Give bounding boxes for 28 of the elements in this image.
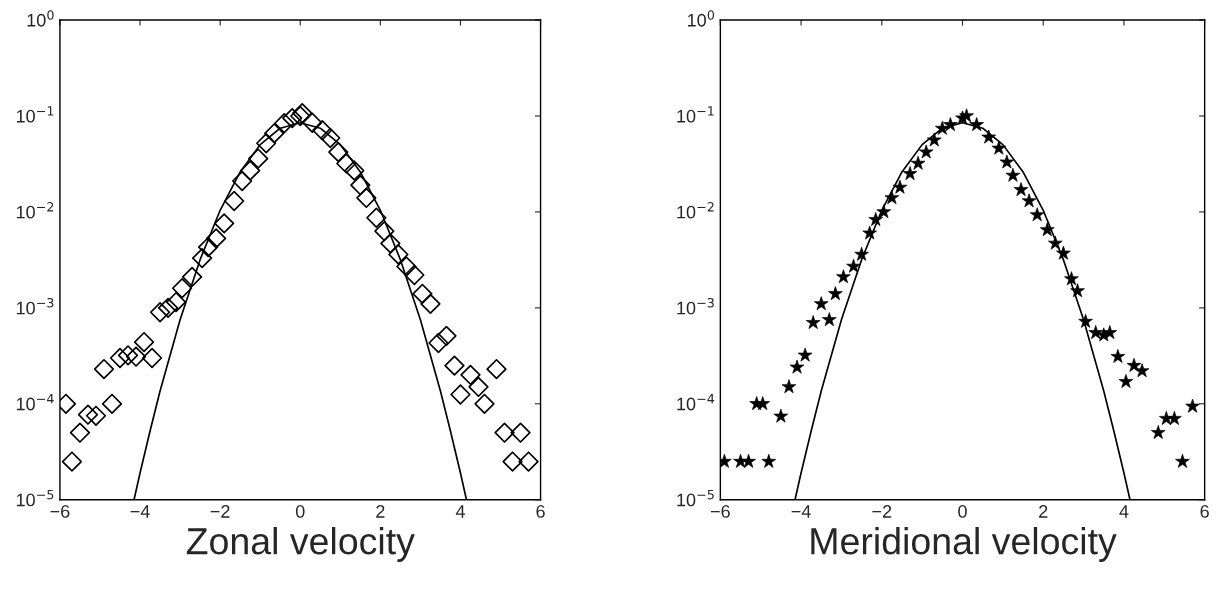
x-tick-label: 0 bbox=[958, 505, 967, 518]
x-axis-title: Meridional velocity bbox=[811, 526, 1117, 562]
y-tick-label: 10$^{−4}$ bbox=[16, 394, 54, 411]
y-tick-label: 10$^{0}$ bbox=[687, 10, 715, 27]
x-tick-label: −2 bbox=[210, 505, 230, 518]
x-tick-label: 4 bbox=[1119, 505, 1129, 518]
x-tick-label: 6 bbox=[1200, 505, 1209, 518]
y-tick-label: 10$^{−1}$ bbox=[677, 106, 714, 123]
x-tick-label: −6 bbox=[710, 505, 730, 518]
x-tick-label: −2 bbox=[872, 505, 892, 518]
x-tick-label: −6 bbox=[50, 505, 70, 518]
x-tick-label: −4 bbox=[130, 505, 150, 518]
x-axis-title: Zonal velocity bbox=[186, 526, 415, 562]
y-tick-label: 10$^{−3}$ bbox=[677, 297, 714, 315]
y-tick-label: 10$^{−1}$ bbox=[16, 106, 54, 123]
x-tick-label: 2 bbox=[1039, 505, 1048, 518]
y-tick-label: 10$^{−2}$ bbox=[16, 202, 54, 219]
y-tick-label: 10$^{−3}$ bbox=[16, 297, 54, 315]
y-tick-label: 10$^{−4}$ bbox=[677, 394, 715, 411]
y-tick-label: 10$^{−2}$ bbox=[677, 202, 714, 219]
y-tick-label: 10$^{−5}$ bbox=[16, 490, 54, 507]
x-tick-label: 6 bbox=[536, 505, 545, 518]
y-tick-label: 10$^{−5}$ bbox=[677, 490, 714, 507]
x-tick-label: −4 bbox=[791, 505, 811, 518]
x-tick-label: 2 bbox=[376, 505, 385, 518]
y-tick-label: 10$^{0}$ bbox=[27, 10, 54, 27]
x-tick-label: 4 bbox=[455, 505, 465, 518]
x-tick-label: 0 bbox=[295, 505, 305, 518]
